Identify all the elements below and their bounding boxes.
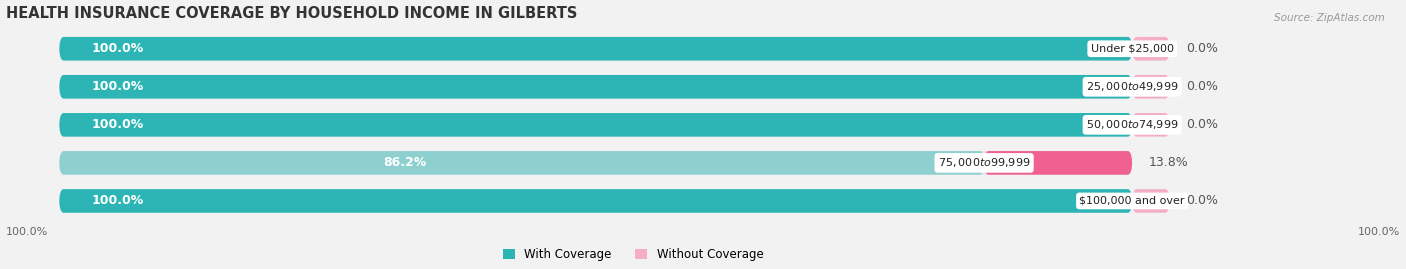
- Text: 100.0%: 100.0%: [6, 227, 48, 237]
- Text: 100.0%: 100.0%: [91, 42, 143, 55]
- Text: $100,000 and over: $100,000 and over: [1080, 196, 1185, 206]
- FancyBboxPatch shape: [984, 151, 1132, 175]
- Text: 100.0%: 100.0%: [91, 80, 143, 93]
- FancyBboxPatch shape: [59, 113, 1132, 137]
- FancyBboxPatch shape: [1132, 189, 1170, 213]
- FancyBboxPatch shape: [1132, 37, 1170, 61]
- Legend: With Coverage, Without Coverage: With Coverage, Without Coverage: [503, 248, 763, 261]
- Text: Under $25,000: Under $25,000: [1091, 44, 1174, 54]
- Text: 0.0%: 0.0%: [1185, 118, 1218, 131]
- Text: 100.0%: 100.0%: [91, 194, 143, 207]
- FancyBboxPatch shape: [59, 75, 1132, 98]
- FancyBboxPatch shape: [59, 75, 1132, 98]
- Text: 0.0%: 0.0%: [1185, 194, 1218, 207]
- FancyBboxPatch shape: [59, 37, 1132, 61]
- FancyBboxPatch shape: [59, 189, 1132, 213]
- Text: $50,000 to $74,999: $50,000 to $74,999: [1085, 118, 1178, 131]
- Text: 0.0%: 0.0%: [1185, 42, 1218, 55]
- Text: 13.8%: 13.8%: [1149, 156, 1188, 169]
- FancyBboxPatch shape: [1132, 75, 1170, 98]
- FancyBboxPatch shape: [59, 151, 984, 175]
- FancyBboxPatch shape: [59, 113, 1132, 137]
- Text: 100.0%: 100.0%: [91, 118, 143, 131]
- FancyBboxPatch shape: [59, 189, 1132, 213]
- Text: 0.0%: 0.0%: [1185, 80, 1218, 93]
- FancyBboxPatch shape: [59, 151, 1132, 175]
- Text: $75,000 to $99,999: $75,000 to $99,999: [938, 156, 1031, 169]
- Text: $25,000 to $49,999: $25,000 to $49,999: [1085, 80, 1178, 93]
- Text: HEALTH INSURANCE COVERAGE BY HOUSEHOLD INCOME IN GILBERTS: HEALTH INSURANCE COVERAGE BY HOUSEHOLD I…: [6, 6, 576, 20]
- FancyBboxPatch shape: [59, 37, 1132, 61]
- Text: 86.2%: 86.2%: [382, 156, 426, 169]
- Text: 100.0%: 100.0%: [1358, 227, 1400, 237]
- FancyBboxPatch shape: [1132, 113, 1170, 137]
- Text: Source: ZipAtlas.com: Source: ZipAtlas.com: [1274, 13, 1385, 23]
